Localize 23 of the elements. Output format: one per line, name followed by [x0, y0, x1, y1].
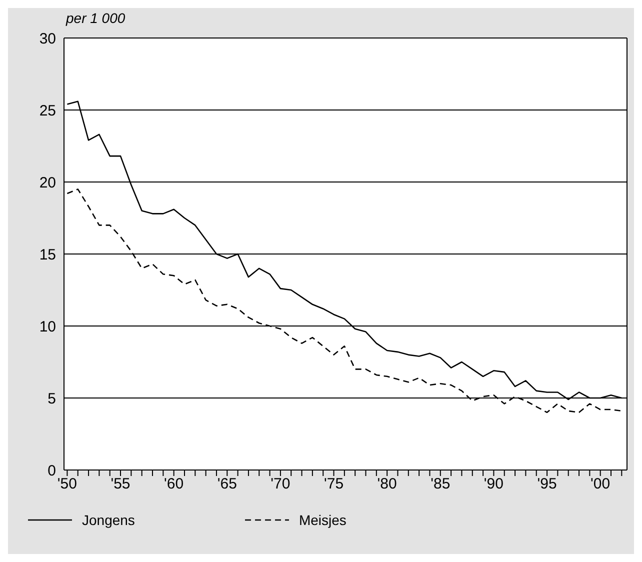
x-tick-label: '70 [270, 476, 290, 493]
line-series [66, 188, 622, 414]
x-tick-label: '60 [164, 476, 184, 493]
y-tick-label: 30 [39, 30, 56, 48]
x-tick-label: '55 [110, 476, 130, 493]
x-tick-label: '85 [430, 476, 450, 493]
y-tick-label: 5 [48, 390, 56, 408]
y-tick-label: 0 [48, 462, 56, 480]
legend-label: Jongens [82, 512, 135, 528]
legend-label: Meisjes [298, 512, 346, 528]
x-tick-label: '90 [484, 476, 504, 493]
x-tick-label: '80 [377, 476, 397, 493]
y-axis-title: per 1 000 [64, 9, 126, 28]
x-tick-label: '75 [324, 476, 344, 493]
x-tick-label: '65 [217, 476, 237, 493]
x-tick-label: '50 [57, 476, 77, 493]
y-tick-label: 20 [39, 174, 56, 192]
x-tick-label: '95 [537, 476, 557, 493]
y-tick-label: 10 [39, 318, 56, 336]
line-series [66, 100, 622, 400]
x-tick-label: '00 [590, 476, 610, 493]
y-tick-label: 15 [39, 246, 56, 264]
y-tick-label: 25 [39, 102, 56, 120]
